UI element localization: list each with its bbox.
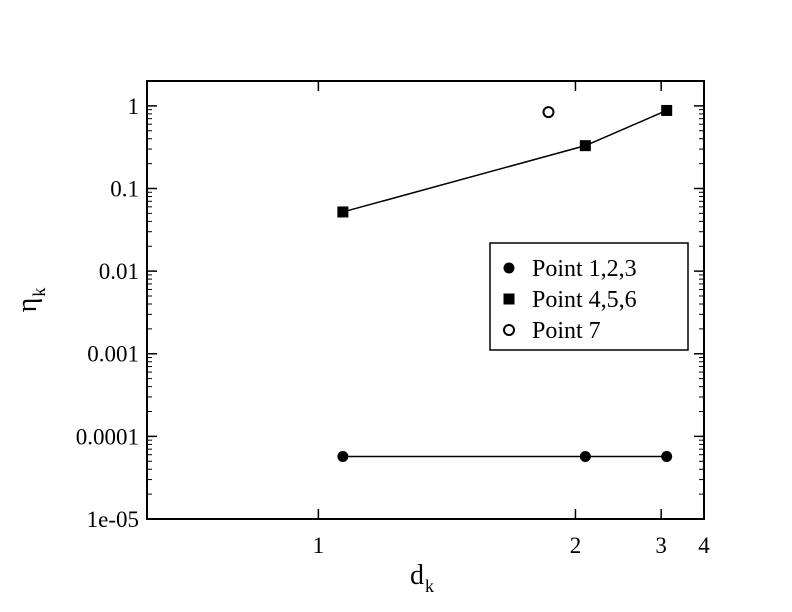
plot-frame [146,80,705,520]
legend-label: Point 1,2,3 [532,256,637,282]
data-point [542,106,555,119]
x-axis-label: dk [410,560,434,596]
legend-marker [503,293,515,305]
data-point [661,451,673,463]
x-axis-label-main: d [410,560,424,591]
y-tick-label: 0.1 [110,176,139,201]
x-axis-label-sub: k [425,576,434,596]
y-tick-label: 1e-05 [87,507,139,532]
series-markers [337,104,673,463]
legend-items: Point 1,2,3 Point 4,5,6 Point 7 [503,256,637,344]
y-tick-label: 0.0001 [76,424,139,449]
data-point [579,451,591,463]
data-point [337,206,349,218]
series-line [342,109,667,213]
y-tick-label: 0.001 [87,342,139,367]
data-point [337,451,349,463]
x-tick-label: 3 [655,533,667,558]
legend-marker [503,324,515,336]
y-tick-label: 0.01 [99,259,139,284]
x-axis-ticks: 1 2 3 4 [313,81,710,558]
legend-label: Point 7 [532,318,601,344]
y-tick-label: 1 [128,94,140,119]
y-axis-ticks: 1e-05 0.0001 0.001 0.01 0.1 1 [76,94,704,532]
x-tick-label: 1 [313,533,325,558]
y-axis-label-main: η [12,298,43,313]
legend-label: Point 4,5,6 [532,287,637,313]
data-point [661,104,673,116]
x-tick-label: 2 [570,533,582,558]
x-tick-label: 4 [698,533,710,558]
legend: Point 1,2,3 Point 4,5,6 Point 7 [489,242,689,351]
legend-marker [503,262,515,274]
y-axis-label: ηk [12,288,49,313]
y-axis-label-sub: k [29,288,49,297]
legend-box [489,242,689,351]
data-point [579,140,591,152]
